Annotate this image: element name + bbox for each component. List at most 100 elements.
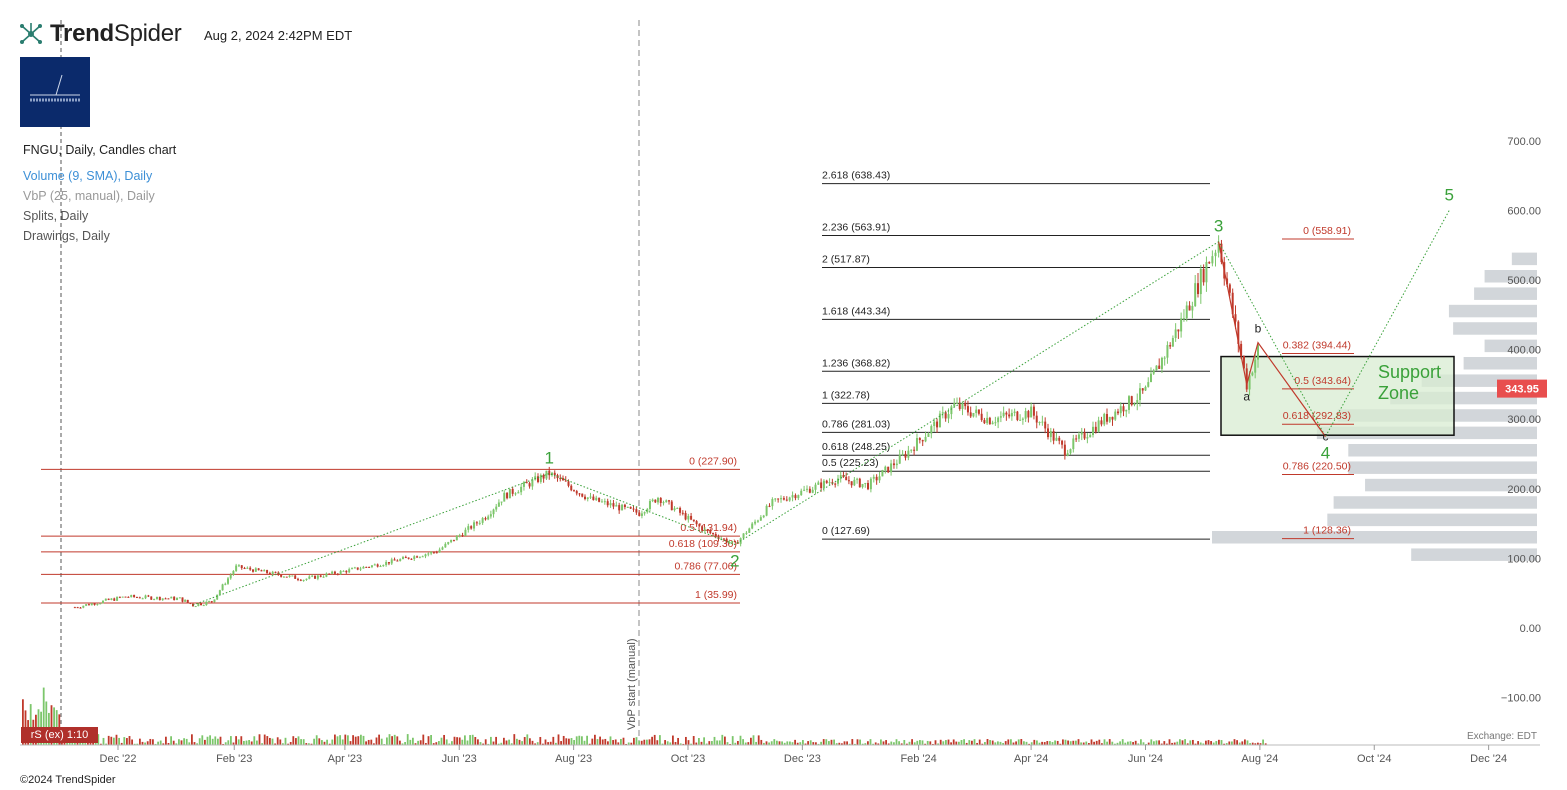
- volume-bar: [1062, 739, 1064, 745]
- volume-bar: [926, 740, 929, 745]
- candle-body: [407, 557, 410, 559]
- volume-bar: [570, 738, 573, 745]
- candle-body: [113, 598, 116, 601]
- candle-body: [133, 594, 136, 598]
- volume-bar: [978, 739, 981, 745]
- candle-body: [76, 607, 79, 609]
- volume-bar: [113, 737, 115, 745]
- candle-body: [1139, 388, 1141, 401]
- candle-body: [503, 492, 506, 502]
- volume-bar: [367, 739, 370, 745]
- timestamp: Aug 2, 2024 2:42PM EDT: [204, 28, 353, 43]
- volume-bar: [152, 739, 154, 745]
- volume-bar: [500, 742, 503, 745]
- volume-bar: [253, 736, 256, 745]
- candle-body: [1228, 284, 1231, 293]
- candle-body: [797, 495, 800, 499]
- candle-body: [444, 543, 447, 548]
- split-badge[interactable]: rS (ex) 1:10: [21, 727, 98, 743]
- candle-body: [742, 533, 745, 539]
- legend-main-series[interactable]: FNGU, Daily, Candles chart: [23, 143, 177, 157]
- volume-bar: [534, 743, 536, 745]
- candle-body: [399, 559, 402, 562]
- volume-bar: [396, 736, 399, 745]
- candle-body: [709, 530, 712, 534]
- candle-body: [322, 576, 325, 578]
- candle-body: [308, 576, 311, 579]
- candle-body: [881, 470, 884, 477]
- volume-bar: [1150, 739, 1153, 745]
- legend-volume[interactable]: Volume (9, SMA), Daily: [23, 169, 153, 183]
- candle-body: [901, 453, 904, 455]
- volume-bar: [609, 736, 612, 745]
- candle-body: [197, 603, 200, 607]
- volume-bar: [812, 742, 815, 745]
- candle-body: [373, 564, 376, 566]
- candle-body: [722, 538, 725, 540]
- volume-bar: [282, 743, 284, 745]
- candle-body: [803, 489, 806, 491]
- volume-bar: [1231, 741, 1233, 745]
- volume-bar: [677, 737, 679, 745]
- legend-splits[interactable]: Splits, Daily: [23, 209, 89, 223]
- candle-body: [811, 489, 814, 493]
- candle-body: [489, 514, 492, 517]
- volume-profile-bar: [1448, 304, 1537, 318]
- volume-bar: [874, 742, 877, 745]
- x-tick-label: Aug '24: [1241, 753, 1278, 765]
- volume-bar: [903, 739, 906, 745]
- candle-body: [186, 599, 189, 603]
- legend-vbp[interactable]: VbP (25, manual), Daily: [23, 189, 155, 203]
- volume-bar: [630, 742, 633, 745]
- volume-bar: [440, 737, 443, 745]
- volume-bar: [1262, 739, 1264, 745]
- volume-bar: [146, 741, 149, 745]
- candle-body: [227, 578, 229, 584]
- candle-body: [189, 602, 192, 604]
- candle-body: [362, 566, 365, 569]
- volume-bar: [508, 739, 510, 745]
- volume-bar: [1205, 740, 1207, 745]
- candle-body: [79, 607, 82, 609]
- volume-bar: [435, 742, 438, 745]
- volume-bar: [906, 743, 908, 745]
- volume-bar: [1007, 739, 1010, 745]
- candle-body: [570, 485, 573, 491]
- volume-bar: [471, 734, 474, 745]
- volume-bar: [830, 739, 833, 745]
- candle-body: [961, 403, 964, 409]
- candle-body: [1158, 365, 1161, 369]
- candle-body: [1061, 440, 1064, 445]
- volume-bar: [971, 740, 973, 745]
- volume-bar: [193, 742, 196, 745]
- volume-bar: [536, 742, 539, 745]
- volume-bar: [219, 736, 222, 745]
- candle-body: [1191, 306, 1194, 311]
- candle-body: [867, 482, 869, 490]
- volume-bar: [227, 740, 230, 745]
- legend-drawings[interactable]: Drawings, Daily: [23, 229, 110, 243]
- volume-bar: [1114, 743, 1116, 745]
- candle-body: [774, 498, 777, 500]
- fund-logo-icon: [30, 74, 80, 102]
- volume-bar: [362, 735, 365, 745]
- candle-body: [421, 556, 424, 558]
- candle-body: [1021, 418, 1024, 420]
- volume-bar: [880, 739, 882, 745]
- volume-bar: [755, 741, 757, 745]
- candle-body: [595, 497, 598, 501]
- candle-body: [712, 533, 715, 535]
- candle-body: [1251, 372, 1254, 376]
- candle-body: [280, 574, 283, 577]
- volume-bar: [976, 742, 978, 745]
- volume-profile-bar: [1327, 513, 1537, 527]
- candle-body: [531, 479, 534, 487]
- candle-body: [618, 505, 621, 511]
- volume-bar: [578, 735, 581, 745]
- volume-bar: [989, 740, 991, 745]
- fib-middle-level-label: 1.236 (368.82): [822, 357, 890, 369]
- volume-bar: [664, 740, 666, 745]
- candle-body: [1103, 413, 1106, 425]
- volume-bar: [388, 734, 391, 745]
